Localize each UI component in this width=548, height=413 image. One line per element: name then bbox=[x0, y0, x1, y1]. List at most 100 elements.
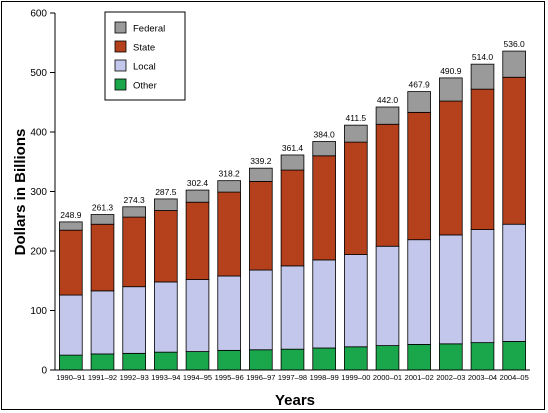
legend-swatch-local bbox=[114, 59, 127, 72]
bar-segment-state bbox=[470, 88, 495, 230]
bar-segment-federal bbox=[90, 214, 115, 225]
bar-segment-local bbox=[439, 234, 463, 345]
bar-segment-other bbox=[59, 354, 83, 371]
bar-segment-other bbox=[312, 347, 336, 371]
bar-segment-state bbox=[312, 155, 336, 261]
bar-segment-federal bbox=[312, 141, 336, 157]
x-tick-label: 1990–91 bbox=[56, 373, 85, 382]
bar-segment-local bbox=[249, 269, 273, 351]
bar-segment-state bbox=[344, 141, 368, 255]
bar-segment-state bbox=[502, 76, 526, 225]
bar-segment-federal bbox=[439, 77, 463, 102]
x-tick-label: 2001–02 bbox=[405, 373, 434, 382]
x-tick-label: 2000–01 bbox=[373, 373, 402, 382]
bar-segment-other bbox=[502, 341, 526, 371]
bar-segment-federal bbox=[122, 206, 146, 218]
legend-swatch-other bbox=[114, 78, 127, 91]
bar-segment-other bbox=[217, 349, 241, 371]
bar-segment-state bbox=[217, 191, 241, 277]
bar-segment-other bbox=[344, 346, 368, 371]
bar-segment-federal bbox=[470, 63, 495, 90]
x-tick-label: 1992–93 bbox=[120, 373, 149, 382]
bar-segment-state bbox=[59, 229, 83, 296]
bar-segment-local bbox=[185, 279, 210, 352]
bar-segment-federal bbox=[249, 167, 273, 182]
bar-segment-local bbox=[154, 281, 178, 353]
x-tick-label: 1991–92 bbox=[88, 373, 117, 382]
bar-segment-state bbox=[407, 111, 431, 241]
x-tick-label: 1999–00 bbox=[341, 373, 370, 382]
bar-total-label: 248.9 bbox=[60, 210, 82, 220]
bar-total-label: 536.0 bbox=[504, 39, 526, 49]
bar-total-label: 467.9 bbox=[409, 80, 431, 90]
bar-segment-local bbox=[375, 245, 400, 347]
total-labels: 248.9 261.3 274.3 287.5 302.4 318.2 339.2 361.4… bbox=[60, 39, 525, 220]
bar-segment-state bbox=[439, 100, 463, 236]
bar-segment-federal bbox=[344, 124, 368, 143]
y-tick-label: 100 bbox=[30, 306, 47, 317]
y-tick-label: 400 bbox=[30, 128, 47, 139]
bar-total-label: 490.9 bbox=[440, 66, 462, 76]
x-tick-label: 1995–96 bbox=[215, 373, 244, 382]
bar-segment-federal bbox=[407, 91, 431, 113]
bar-segment-other bbox=[249, 349, 273, 371]
bar-segment-local bbox=[502, 223, 526, 342]
x-tick-label: 2004–05 bbox=[500, 373, 529, 382]
bar-total-label: 287.5 bbox=[155, 187, 177, 197]
legend-swatch-state bbox=[114, 40, 127, 53]
x-tick-label: 1996–97 bbox=[246, 373, 275, 382]
y-tick-label: 300 bbox=[30, 187, 47, 198]
x-axis-title: Years bbox=[275, 392, 315, 409]
y-tick-label: 500 bbox=[30, 68, 47, 79]
bar-total-label: 302.4 bbox=[187, 178, 209, 188]
bar-segment-state bbox=[280, 169, 305, 267]
bar-segment-federal bbox=[280, 154, 305, 171]
bar-segment-federal bbox=[217, 180, 241, 193]
legend-label-federal: Federal bbox=[133, 24, 165, 35]
bar-segment-local bbox=[90, 290, 115, 355]
bar-total-label: 339.2 bbox=[250, 156, 272, 166]
y-tick-label: 0 bbox=[41, 366, 47, 377]
bar-total-label: 361.4 bbox=[282, 143, 304, 153]
y-axis: 0 100 200 300 400 500 600 bbox=[30, 9, 56, 377]
bar-segment-other bbox=[90, 353, 115, 371]
bar-segment-other bbox=[470, 342, 495, 371]
x-axis: 1990–91 1991–92 1992–93 1993–94 1994–95 1995–… bbox=[55, 369, 530, 382]
bar-segment-local bbox=[122, 286, 146, 354]
x-tick-label: 1994–95 bbox=[183, 373, 212, 382]
bar-total-label: 514.0 bbox=[472, 52, 494, 62]
bar-segment-other bbox=[122, 352, 146, 371]
bar-segment-state bbox=[122, 216, 146, 288]
y-tick-label: 600 bbox=[30, 9, 47, 20]
bar-segment-local bbox=[312, 259, 336, 349]
bar-segment-federal bbox=[502, 50, 526, 78]
bar-segment-local bbox=[59, 294, 83, 356]
bars bbox=[59, 50, 526, 371]
bar-segment-state bbox=[185, 201, 210, 280]
bar-segment-state bbox=[375, 123, 400, 247]
x-tick-label: 1998–99 bbox=[310, 373, 339, 382]
y-axis-title: Dollars in Billions bbox=[12, 129, 29, 256]
bar-segment-other bbox=[185, 351, 210, 371]
bar-total-label: 411.5 bbox=[346, 113, 367, 123]
bar-segment-other bbox=[407, 344, 431, 371]
bar-segment-local bbox=[470, 229, 495, 344]
bar-segment-state bbox=[154, 210, 178, 283]
bar-segment-local bbox=[344, 254, 368, 348]
bar-segment-other bbox=[154, 351, 178, 371]
x-tick-label: 1997–98 bbox=[278, 373, 307, 382]
bar-segment-local bbox=[407, 239, 431, 345]
bar-total-label: 318.2 bbox=[219, 169, 241, 179]
bar-segment-other bbox=[280, 348, 305, 371]
x-tick-label: 2003–04 bbox=[468, 373, 497, 382]
y-tick-label: 200 bbox=[30, 247, 47, 258]
bar-total-label: 261.3 bbox=[92, 203, 114, 213]
bar-segment-federal bbox=[185, 189, 210, 203]
bar-segment-state bbox=[249, 180, 273, 271]
legend-label-state: State bbox=[133, 43, 155, 54]
bar-segment-local bbox=[280, 265, 305, 350]
bar-segment-other bbox=[375, 345, 400, 371]
legend: Federal State Local Other bbox=[104, 11, 186, 101]
bar-segment-federal bbox=[375, 106, 400, 125]
